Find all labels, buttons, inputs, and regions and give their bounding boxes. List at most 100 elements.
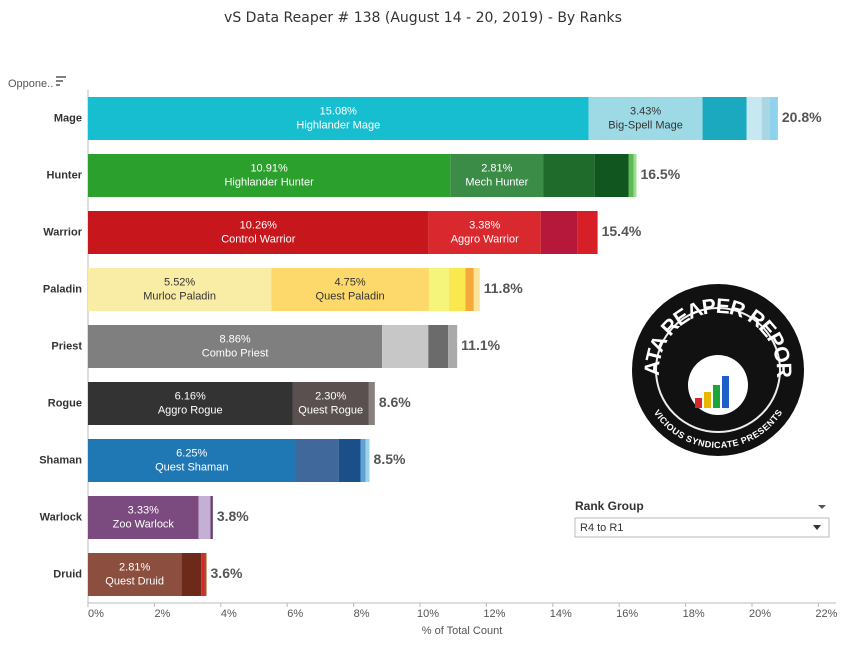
bar-segment: [382, 325, 429, 368]
segment-value-label: 5.52%: [164, 276, 195, 288]
bar-segment: [88, 268, 272, 311]
filter-title: Rank Group: [575, 499, 644, 513]
total-label: 8.6%: [379, 394, 411, 410]
bar-segment: [88, 382, 293, 425]
segment-name-label: Big-Spell Mage: [608, 119, 683, 131]
total-label: 20.8%: [782, 109, 822, 125]
x-tick-label: 14%: [550, 608, 572, 620]
segment-value-label: 10.91%: [250, 162, 288, 174]
bar-segment: [428, 325, 449, 368]
plot: 0% 2% 4% 6% 8% 10% 12% 14% 16% 18% 20% 22% Mage 15.08…: [39, 97, 838, 620]
segment-value-label: 10.26%: [240, 219, 278, 231]
bar-segment: [204, 553, 207, 596]
bar-segment: [88, 154, 451, 197]
segment-name-label: Zoo Warlock: [113, 518, 175, 530]
bar-segment: [540, 211, 578, 254]
x-tick-label: 12%: [483, 608, 505, 620]
segment-name-label: Quest Rogue: [298, 404, 363, 416]
category-label: Priest: [51, 340, 82, 352]
bar-segment: [628, 154, 634, 197]
bar-segment: [201, 553, 205, 596]
x-tick-label: 6%: [287, 608, 303, 620]
segment-name-label: Combo Priest: [202, 347, 269, 359]
chart-title: vS Data Reaper # 138 (August 14 - 20, 20…: [224, 10, 622, 26]
bar-segment: [761, 97, 770, 140]
logo-bar: [695, 398, 702, 408]
bar-segment: [198, 496, 211, 539]
segment-value-label: 15.08%: [320, 105, 358, 117]
logo-bar: [704, 392, 711, 408]
category-label: Warrior: [43, 226, 82, 238]
segment-value-label: 2.81%: [119, 561, 150, 573]
bar-segment: [588, 97, 703, 140]
x-tick-label: 4%: [221, 608, 237, 620]
x-tick-label: 0%: [88, 608, 104, 620]
category-label: Hunter: [47, 169, 83, 181]
segment-name-label: Control Warrior: [221, 233, 295, 245]
bar-segment: [450, 154, 544, 197]
filter-dropdown[interactable]: R4 to R1: [574, 517, 830, 538]
bar-segment: [368, 382, 375, 425]
x-tick-label: 8%: [354, 608, 370, 620]
x-axis-label: % of Total Count: [422, 625, 503, 637]
bar-segment: [271, 268, 429, 311]
segment-value-label: 6.16%: [175, 390, 206, 402]
category-label: Mage: [54, 112, 82, 124]
segment-name-label: Highlander Hunter: [224, 176, 314, 188]
bar-segment: [88, 439, 296, 482]
bar-segment: [428, 268, 449, 311]
total-label: 15.4%: [602, 223, 642, 239]
bar-segment: [448, 325, 458, 368]
category-label: Paladin: [43, 283, 82, 295]
total-label: 3.6%: [211, 565, 243, 581]
segment-value-label: 2.81%: [481, 162, 512, 174]
category-label: Warlock: [40, 511, 83, 523]
bar-segment: [543, 154, 595, 197]
bar-segment: [365, 439, 370, 482]
bar-segment: [360, 439, 366, 482]
y-axis-label: Oppone..: [8, 78, 53, 90]
bar-segment: [769, 97, 778, 140]
bar-segment: [594, 154, 629, 197]
x-tick-label: 20%: [749, 608, 771, 620]
total-label: 11.8%: [484, 280, 523, 296]
x-tick-label: 10%: [417, 608, 439, 620]
dropdown-box[interactable]: [574, 517, 830, 538]
dropdown-arrow[interactable]: [813, 525, 821, 530]
bar-segment: [746, 97, 762, 140]
bar-segment: [577, 211, 598, 254]
total-label: 16.5%: [640, 166, 680, 182]
bar-segment: [292, 382, 369, 425]
total-label: 8.5%: [374, 451, 406, 467]
bar-segment: [465, 268, 474, 311]
total-label: 3.8%: [217, 508, 249, 524]
logo-bar: [713, 385, 720, 408]
logo-ring: [655, 307, 781, 433]
dropdown-value[interactable]: R4 to R1: [580, 522, 623, 534]
x-tick-label: 18%: [683, 608, 705, 620]
bar-segment: [448, 268, 466, 311]
bar-segment: [210, 496, 213, 539]
bar-segment: [295, 439, 339, 482]
bar-segment: [633, 154, 637, 197]
category-label: Rogue: [48, 397, 82, 409]
total-label: 11.1%: [461, 337, 500, 353]
bar-segment: [181, 553, 202, 596]
segment-value-label: 8.86%: [219, 333, 250, 345]
segment-value-label: 4.75%: [335, 276, 366, 288]
segment-name-label: Highlander Mage: [296, 119, 380, 131]
sort-icon[interactable]: [56, 76, 66, 86]
category-label: Shaman: [39, 454, 82, 466]
x-tick-label: 22%: [815, 608, 837, 620]
bar-segment: [88, 97, 589, 140]
segment-value-label: 6.25%: [176, 447, 207, 459]
bar-segment: [428, 211, 541, 254]
segment-name-label: Murloc Paladin: [143, 290, 216, 302]
segment-value-label: 3.33%: [128, 504, 159, 516]
logo-bar: [722, 376, 729, 408]
category-label: Druid: [53, 568, 82, 580]
filter-menu-arrow[interactable]: [818, 505, 826, 509]
bar-segment: [88, 325, 383, 368]
segment-name-label: Quest Shaman: [155, 461, 228, 473]
